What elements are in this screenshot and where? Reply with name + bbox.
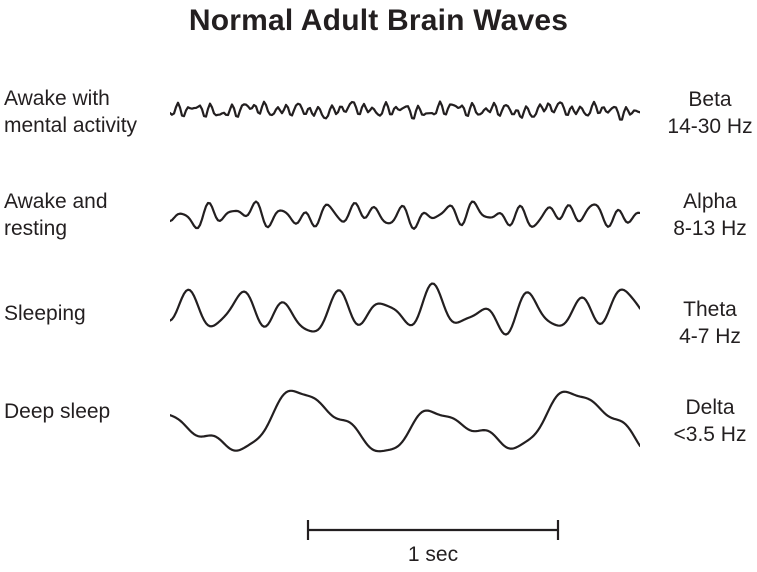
wave-name-label: Alpha <box>683 190 737 213</box>
state-label-line2: resting <box>4 217 68 240</box>
freq-range-label: 14-30 Hz <box>667 115 753 138</box>
freq-range-label: <3.5 Hz <box>673 423 747 446</box>
delta-wave-trace <box>170 389 640 453</box>
state-label-beta: Awake with mental activity <box>4 85 137 139</box>
wave-type-label-beta: Beta 14-30 Hz <box>652 86 757 140</box>
state-label-theta: Sleeping <box>4 300 86 327</box>
freq-range-label: 4-7 Hz <box>679 325 741 348</box>
freq-range-label: 8-13 Hz <box>673 217 747 240</box>
theta-wave-trace <box>170 282 640 336</box>
wave-type-label-theta: Theta 4-7 Hz <box>652 296 757 350</box>
state-label-alpha: Awake and resting <box>4 188 108 242</box>
time-scale-bar <box>306 520 560 540</box>
state-label-line2: mental activity <box>4 114 138 137</box>
wave-type-label-delta: Delta <3.5 Hz <box>652 394 757 448</box>
state-label-line1: Deep sleep <box>4 400 111 423</box>
wave-name-label: Beta <box>688 88 732 111</box>
state-label-line1: Awake and <box>4 190 108 213</box>
beta-wave-trace <box>170 100 640 121</box>
alpha-wave-trace <box>170 200 640 230</box>
wave-name-label: Delta <box>685 396 735 419</box>
scale-bar-label: 1 sec <box>407 543 459 566</box>
state-label-line1: Awake with <box>4 87 110 110</box>
state-label-delta: Deep sleep <box>4 398 110 425</box>
wave-name-label: Theta <box>683 298 737 321</box>
figure-title: Normal Adult Brain Waves <box>188 4 569 37</box>
state-label-line1: Sleeping <box>4 302 86 325</box>
wave-type-label-alpha: Alpha 8-13 Hz <box>652 188 757 242</box>
